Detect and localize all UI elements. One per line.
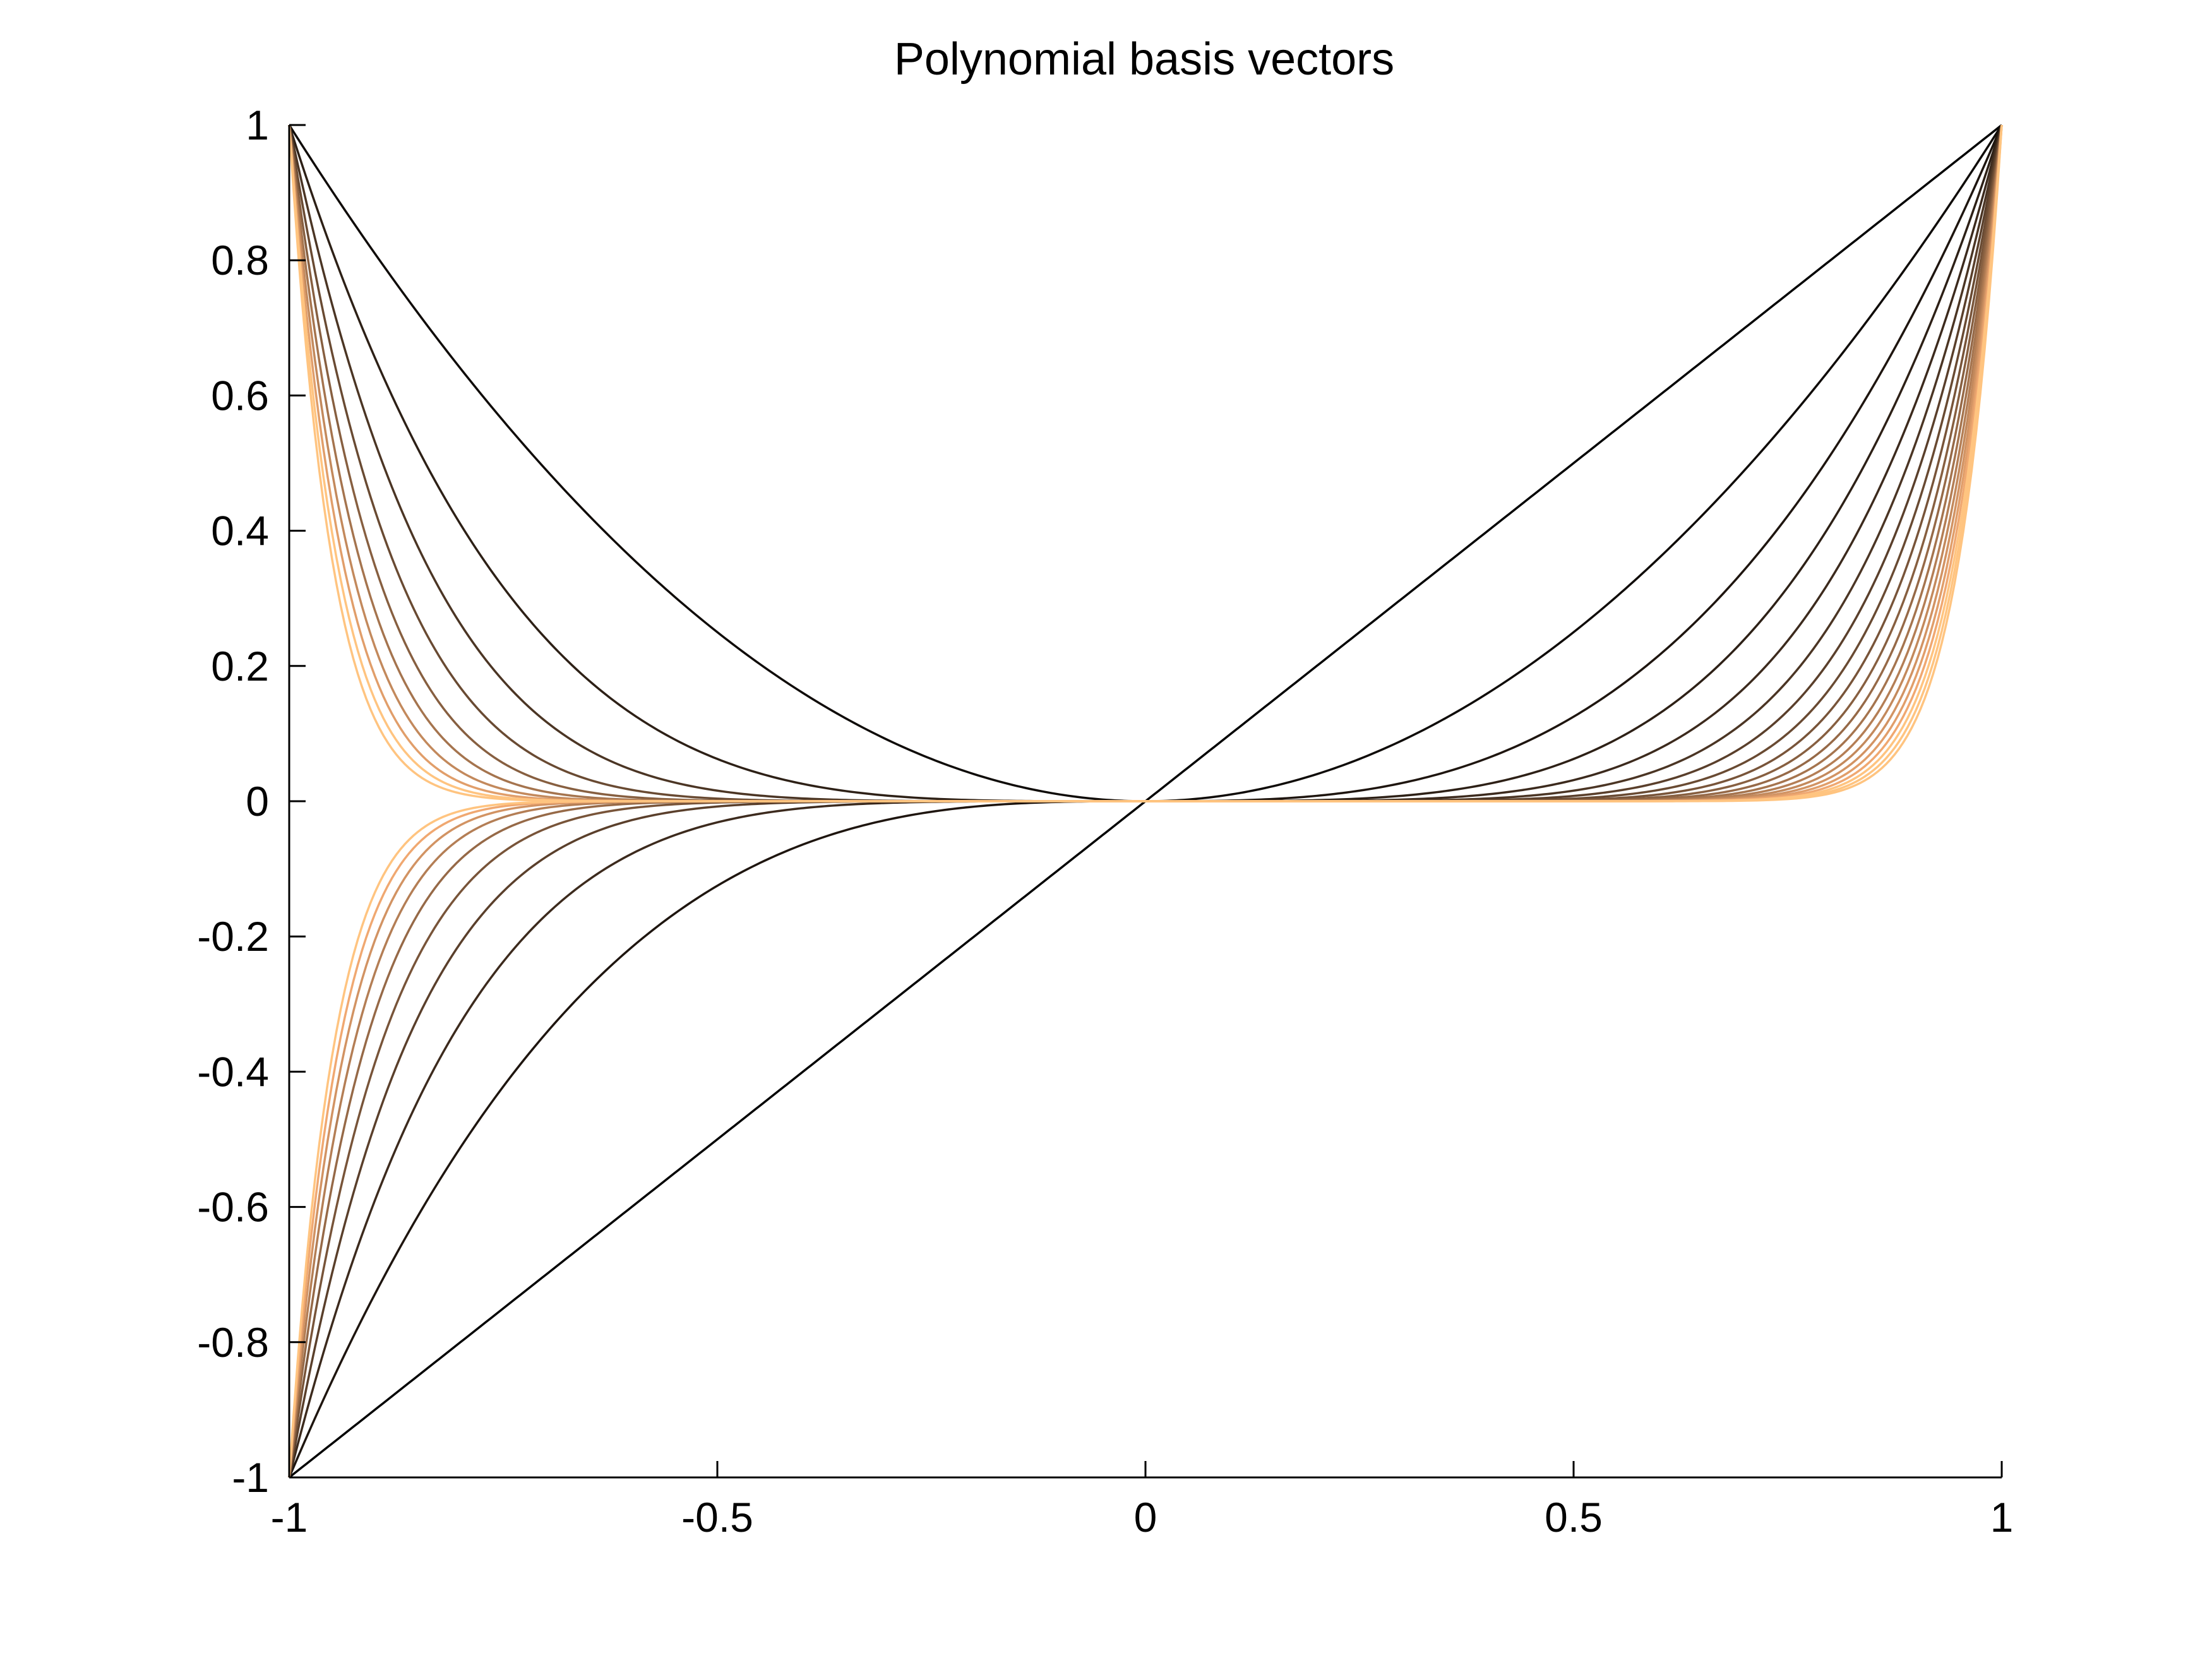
y-tick-label: -0.8 <box>197 1319 269 1366</box>
y-tick-label: 0.4 <box>211 508 269 554</box>
x-tick-label: 0.5 <box>1545 1494 1603 1541</box>
x-tick-label: 1 <box>1990 1494 2014 1541</box>
y-tick-label: 0 <box>246 778 269 825</box>
x-tick-label: -1 <box>271 1494 308 1541</box>
y-tick-label: -0.4 <box>197 1048 269 1095</box>
chart-title: Polynomial basis vectors <box>894 34 1394 85</box>
y-tick-label: -0.6 <box>197 1184 269 1231</box>
y-tick-label: 0.6 <box>211 372 269 419</box>
y-tick-label: -0.2 <box>197 913 269 960</box>
y-tick-label: 0.2 <box>211 643 269 689</box>
series-line-x20 <box>288 124 2003 802</box>
x-tick-label: -0.5 <box>681 1494 753 1541</box>
series-group <box>288 124 2003 1479</box>
y-tick-label: 1 <box>246 102 269 148</box>
y-tick-label: -1 <box>232 1454 269 1501</box>
y-tick-label: 0.8 <box>211 237 269 283</box>
axes-group: -1 -0.5 0 0.5 1 1 0.8 0.6 0.4 0.2 0 -0.2 -0.4 -0.6 -0.… <box>197 102 2013 1541</box>
x-tick-label: 0 <box>1134 1494 1157 1541</box>
